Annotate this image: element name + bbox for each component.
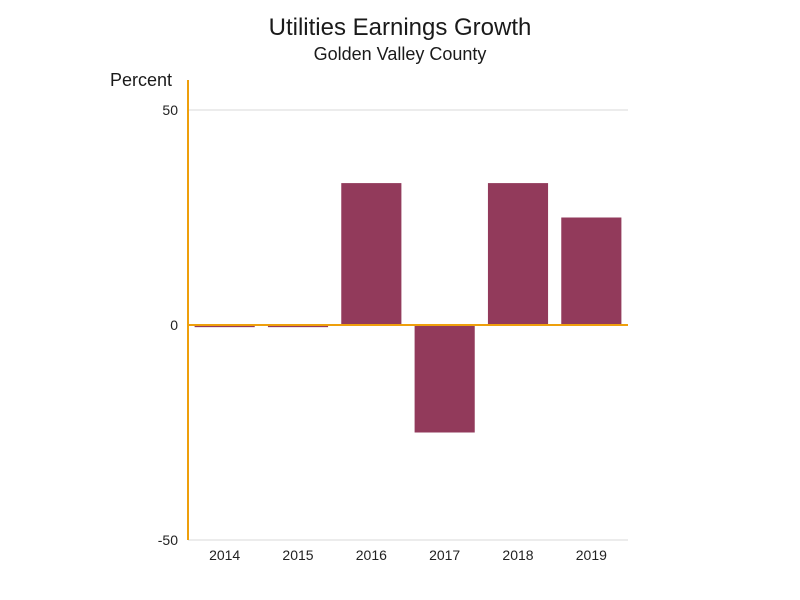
x-tick-label: 2016 [356, 547, 387, 563]
x-tick-label: 2014 [209, 547, 240, 563]
chart-container: Utilities Earnings Growth Golden Valley … [0, 0, 800, 600]
chart-svg: -50 0 50 2014 2015 2016 2017 2018 2019 [0, 0, 800, 600]
y-tick-label: 50 [162, 102, 178, 118]
x-tick-label: 2018 [502, 547, 533, 563]
bar [488, 183, 548, 325]
y-tick-label: 0 [170, 317, 178, 333]
bar [415, 325, 475, 433]
x-tick-label: 2017 [429, 547, 460, 563]
x-tick-label: 2019 [576, 547, 607, 563]
bar [561, 218, 621, 326]
bar [341, 183, 401, 325]
x-tick-label: 2015 [282, 547, 313, 563]
y-tick-label: -50 [158, 532, 178, 548]
